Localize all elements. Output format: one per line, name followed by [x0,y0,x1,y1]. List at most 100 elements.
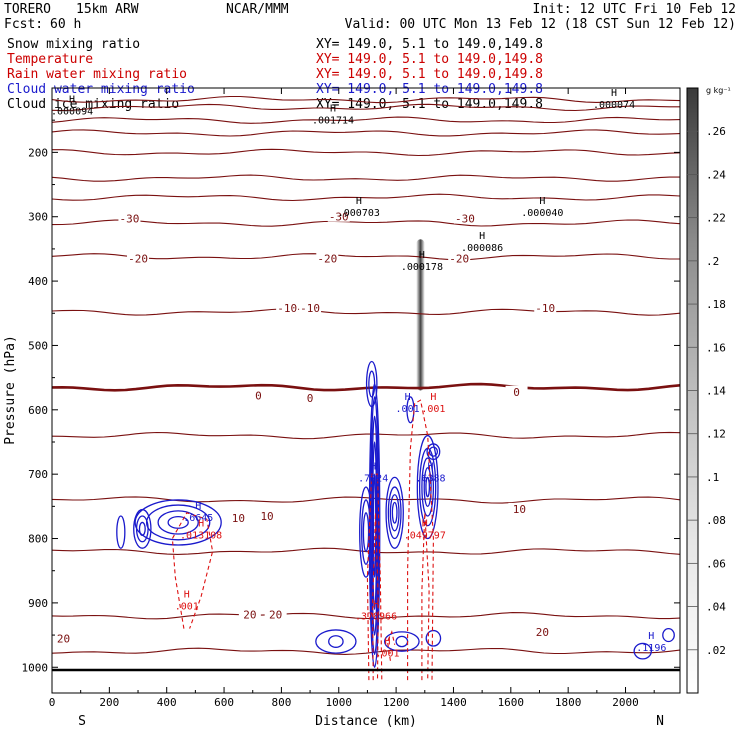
cloud-water-maximum-h: H [648,631,654,642]
isotherm-label: 10 [232,512,245,525]
snow-maximum-h: H [479,231,485,242]
cloud-water-maximum-value: .1196 [636,643,666,654]
snow-maximum-h: H [611,88,617,99]
legend: Snow mixing ratio XY= 149.0, 5.1 to 149.… [7,37,543,112]
cloud-water-contour [395,635,409,648]
y-tick-label: 300 [28,211,48,224]
cloud-water-maximum-value: .6645 [183,513,213,524]
cloud-water-contour [389,494,400,532]
temperature-isotherm [52,103,680,112]
snow-maximum-value: .000074 [593,100,635,111]
isotherm-label-bg [52,632,75,644]
isotherm-label-bg [505,385,528,397]
isotherm-label: 0 [513,386,520,399]
legend-xy-rain: XY= 149.0, 5.1 to 149.0,149.8 [316,67,543,82]
cloud-water-contour [359,486,373,578]
isotherm-label-bg [227,511,250,523]
model-name: TORERO [4,2,51,17]
isotherm-label-bg [118,212,141,224]
isotherm-label-bg [531,625,554,637]
cloud-water-contour [167,515,189,529]
y-axis-title: Pressure (hPa) [3,335,18,445]
cloud-water-contour [365,360,378,408]
cloud-water-maximum-value: .6388 [415,473,445,484]
y-tick-label: 200 [28,146,48,159]
x-tick-label: 1800 [555,696,582,709]
init-time: Init: 12 UTC Fri 10 Feb 12 [533,2,737,17]
colorbar-tick-label: .2 [706,255,719,268]
isotherm-label: -30 [455,213,475,226]
colorbar-tick-label: .24 [706,168,726,181]
isotherm-label: 0 [307,392,314,405]
rain-maximum-value: .378966 [355,612,397,623]
isotherm-label-bg [299,392,322,404]
cloud-water-contour [387,486,402,540]
cloud-water-contour [134,499,222,546]
x-tick-label: 200 [99,696,119,709]
isotherm-label-bg [453,212,476,224]
rain-maximum-h: H [384,636,390,647]
rain-contour [171,512,214,629]
maximum-marks-layer: H.000094 H.001714H.000703H.000178H.000086… [51,88,666,659]
colorbar-tick-label: .26 [706,125,726,138]
rain-contour [372,512,379,681]
y-tick-label: 700 [28,468,48,481]
isotherm-label-bg [276,302,299,314]
rain-maximum-h: H [198,519,204,530]
rain-contour-layer [171,399,434,681]
colorbar-unit: g kg⁻¹ [706,86,731,95]
rain-maximum-h: H [373,600,379,611]
cloud-water-contour [315,629,357,654]
snow-maximum-h: H [419,250,425,261]
isotherm-label-bg [299,302,322,314]
rain-contour [366,473,383,681]
cloud-water-contour [138,521,146,536]
y-tick-label: 500 [28,339,48,352]
x-tick-label: 600 [214,696,234,709]
legend-xy-temperature: XY= 149.0, 5.1 to 149.0,149.8 [316,52,543,67]
north-label: N [656,714,664,729]
legend-label-temperature: Temperature [7,52,93,67]
isotherm-label: 20 [243,608,256,621]
colorbar-tick-label: .14 [706,385,726,398]
isotherm-label: 0 [255,390,262,403]
isotherm-label: -10 [300,302,320,315]
x-tick-label: 400 [157,696,177,709]
x-tick-label: 1200 [383,696,410,709]
cloud-water-maximum-h: H [428,461,434,472]
colorbar-tick-label: .04 [706,601,726,614]
plot-frame [51,87,681,694]
cloud-water-contour [157,510,199,535]
cloud-water-contour [116,515,126,549]
legend-label-rain: Rain water mixing ratio [7,67,187,82]
colorbar-tick-label: .16 [706,341,726,354]
snow-maximum-value: .000703 [338,208,380,219]
rain-contour [421,512,430,681]
temperature-isotherm [52,253,680,261]
rain-contour [407,399,434,681]
cloud-water-maximum-h: H [370,461,376,472]
colorbar-tick-label: .22 [706,212,726,225]
cloud-water-contour [662,627,675,643]
isotherm-label: -20 [449,253,469,266]
temperature-isotherm [52,647,680,655]
snow-maximum-value: .000178 [401,262,443,273]
y-tick-label: 1000 [22,661,49,674]
isotherm-label-bg [256,510,279,522]
cloud-water-contour [385,476,404,549]
cloud-water-contour [425,476,431,498]
y-tick-label: 800 [28,533,48,546]
isotherm-label: -30 [119,213,139,226]
legend-label-snow: Snow mixing ratio [7,37,140,52]
x-tick-label: 1400 [440,696,467,709]
rain-maximum-value: .001 [175,601,199,612]
temperature-isotherm [52,95,680,104]
x-axis-title: Distance (km) [315,714,417,729]
colorbar-tick-label: .1 [706,471,719,484]
cloud-water-contour [362,512,370,553]
snow-maximum-h: H [69,94,75,105]
temperature-isotherm [52,496,680,504]
temperature-isotherm [52,308,680,316]
south-label: S [78,714,86,729]
